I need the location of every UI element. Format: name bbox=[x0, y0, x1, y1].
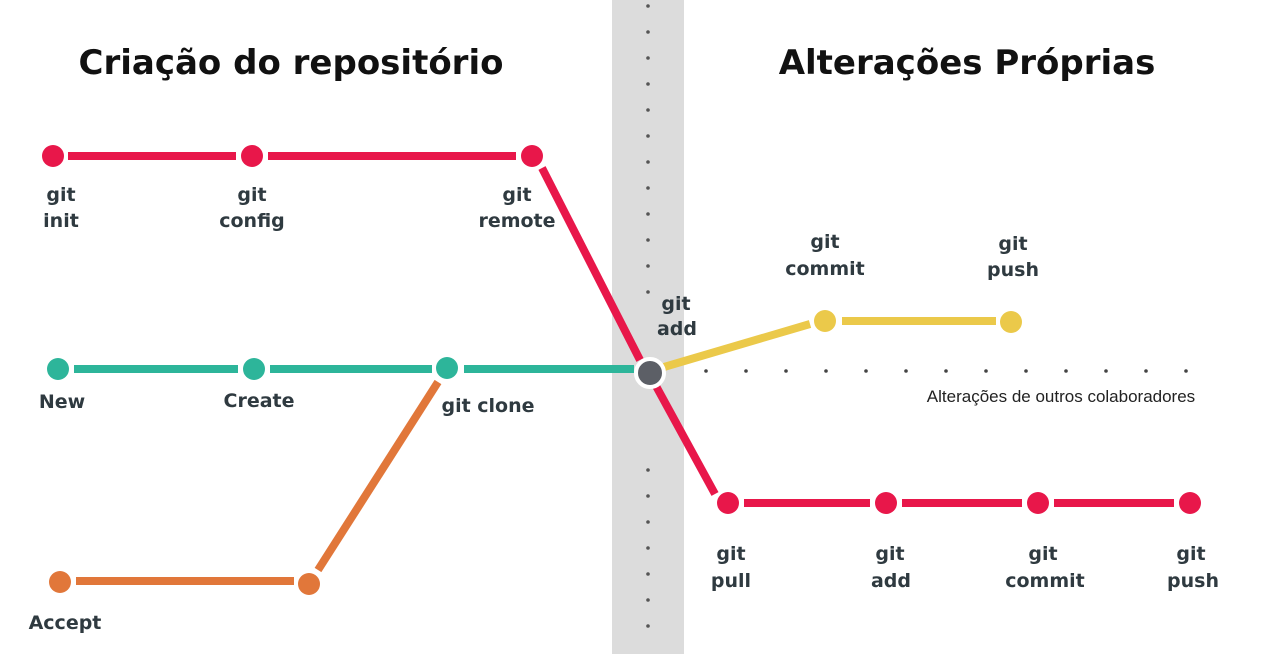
label-git-add-center-1: git bbox=[661, 293, 690, 315]
node-orange-join bbox=[298, 573, 320, 595]
label-git-push-top-1: git bbox=[998, 233, 1027, 255]
node-git-commit-bottom bbox=[1027, 492, 1049, 514]
label-git-add-bottom-1: git bbox=[875, 543, 904, 565]
node-git-push-top bbox=[1000, 311, 1022, 333]
label-create: Create bbox=[224, 390, 295, 412]
label-accept: Accept bbox=[29, 612, 102, 634]
title-right: Alterações Próprias bbox=[779, 43, 1156, 83]
red-top-path bbox=[68, 152, 644, 362]
label-git-init-1: git bbox=[46, 184, 75, 206]
label-git-push-top-2: push bbox=[987, 259, 1039, 281]
label-git-remote-2: remote bbox=[478, 210, 555, 232]
node-git-remote bbox=[521, 145, 543, 167]
red-bottom-path bbox=[652, 384, 1174, 507]
label-git-clone: git clone bbox=[441, 395, 534, 417]
label-new: New bbox=[39, 391, 85, 413]
label-git-commit-bottom-1: git bbox=[1028, 543, 1057, 565]
label-others-note: Alterações de outros colaboradores bbox=[927, 387, 1195, 406]
node-git-clone bbox=[436, 357, 458, 379]
node-git-push-bottom bbox=[1179, 492, 1201, 514]
label-git-config-2: config bbox=[219, 210, 285, 232]
node-create bbox=[243, 358, 265, 380]
label-git-commit-top-2: commit bbox=[785, 258, 865, 280]
label-git-init-2: init bbox=[43, 210, 79, 232]
label-git-remote-1: git bbox=[502, 184, 531, 206]
label-git-pull-2: pull bbox=[711, 570, 751, 592]
label-git-commit-top-1: git bbox=[810, 231, 839, 253]
label-git-add-center-2: add bbox=[657, 318, 697, 340]
label-git-commit-bottom-2: commit bbox=[1005, 570, 1085, 592]
node-git-pull bbox=[717, 492, 739, 514]
node-accept bbox=[49, 571, 71, 593]
divider-dots bbox=[646, 4, 650, 628]
orange-path bbox=[76, 379, 442, 585]
label-git-push-bottom-1: git bbox=[1176, 543, 1205, 565]
label-git-pull-1: git bbox=[716, 543, 745, 565]
label-git-config-1: git bbox=[237, 184, 266, 206]
others-dotted-line bbox=[704, 369, 1188, 373]
label-git-push-bottom-2: push bbox=[1167, 570, 1219, 592]
node-git-config bbox=[241, 145, 263, 167]
node-git-commit-top bbox=[814, 310, 836, 332]
label-git-add-bottom-2: add bbox=[871, 570, 911, 592]
node-git-init bbox=[42, 145, 64, 167]
yellow-path bbox=[662, 317, 996, 371]
node-git-add-bottom bbox=[875, 492, 897, 514]
node-git-add-junction bbox=[634, 357, 666, 389]
node-new bbox=[47, 358, 69, 380]
title-left: Criação do repositório bbox=[79, 43, 504, 83]
